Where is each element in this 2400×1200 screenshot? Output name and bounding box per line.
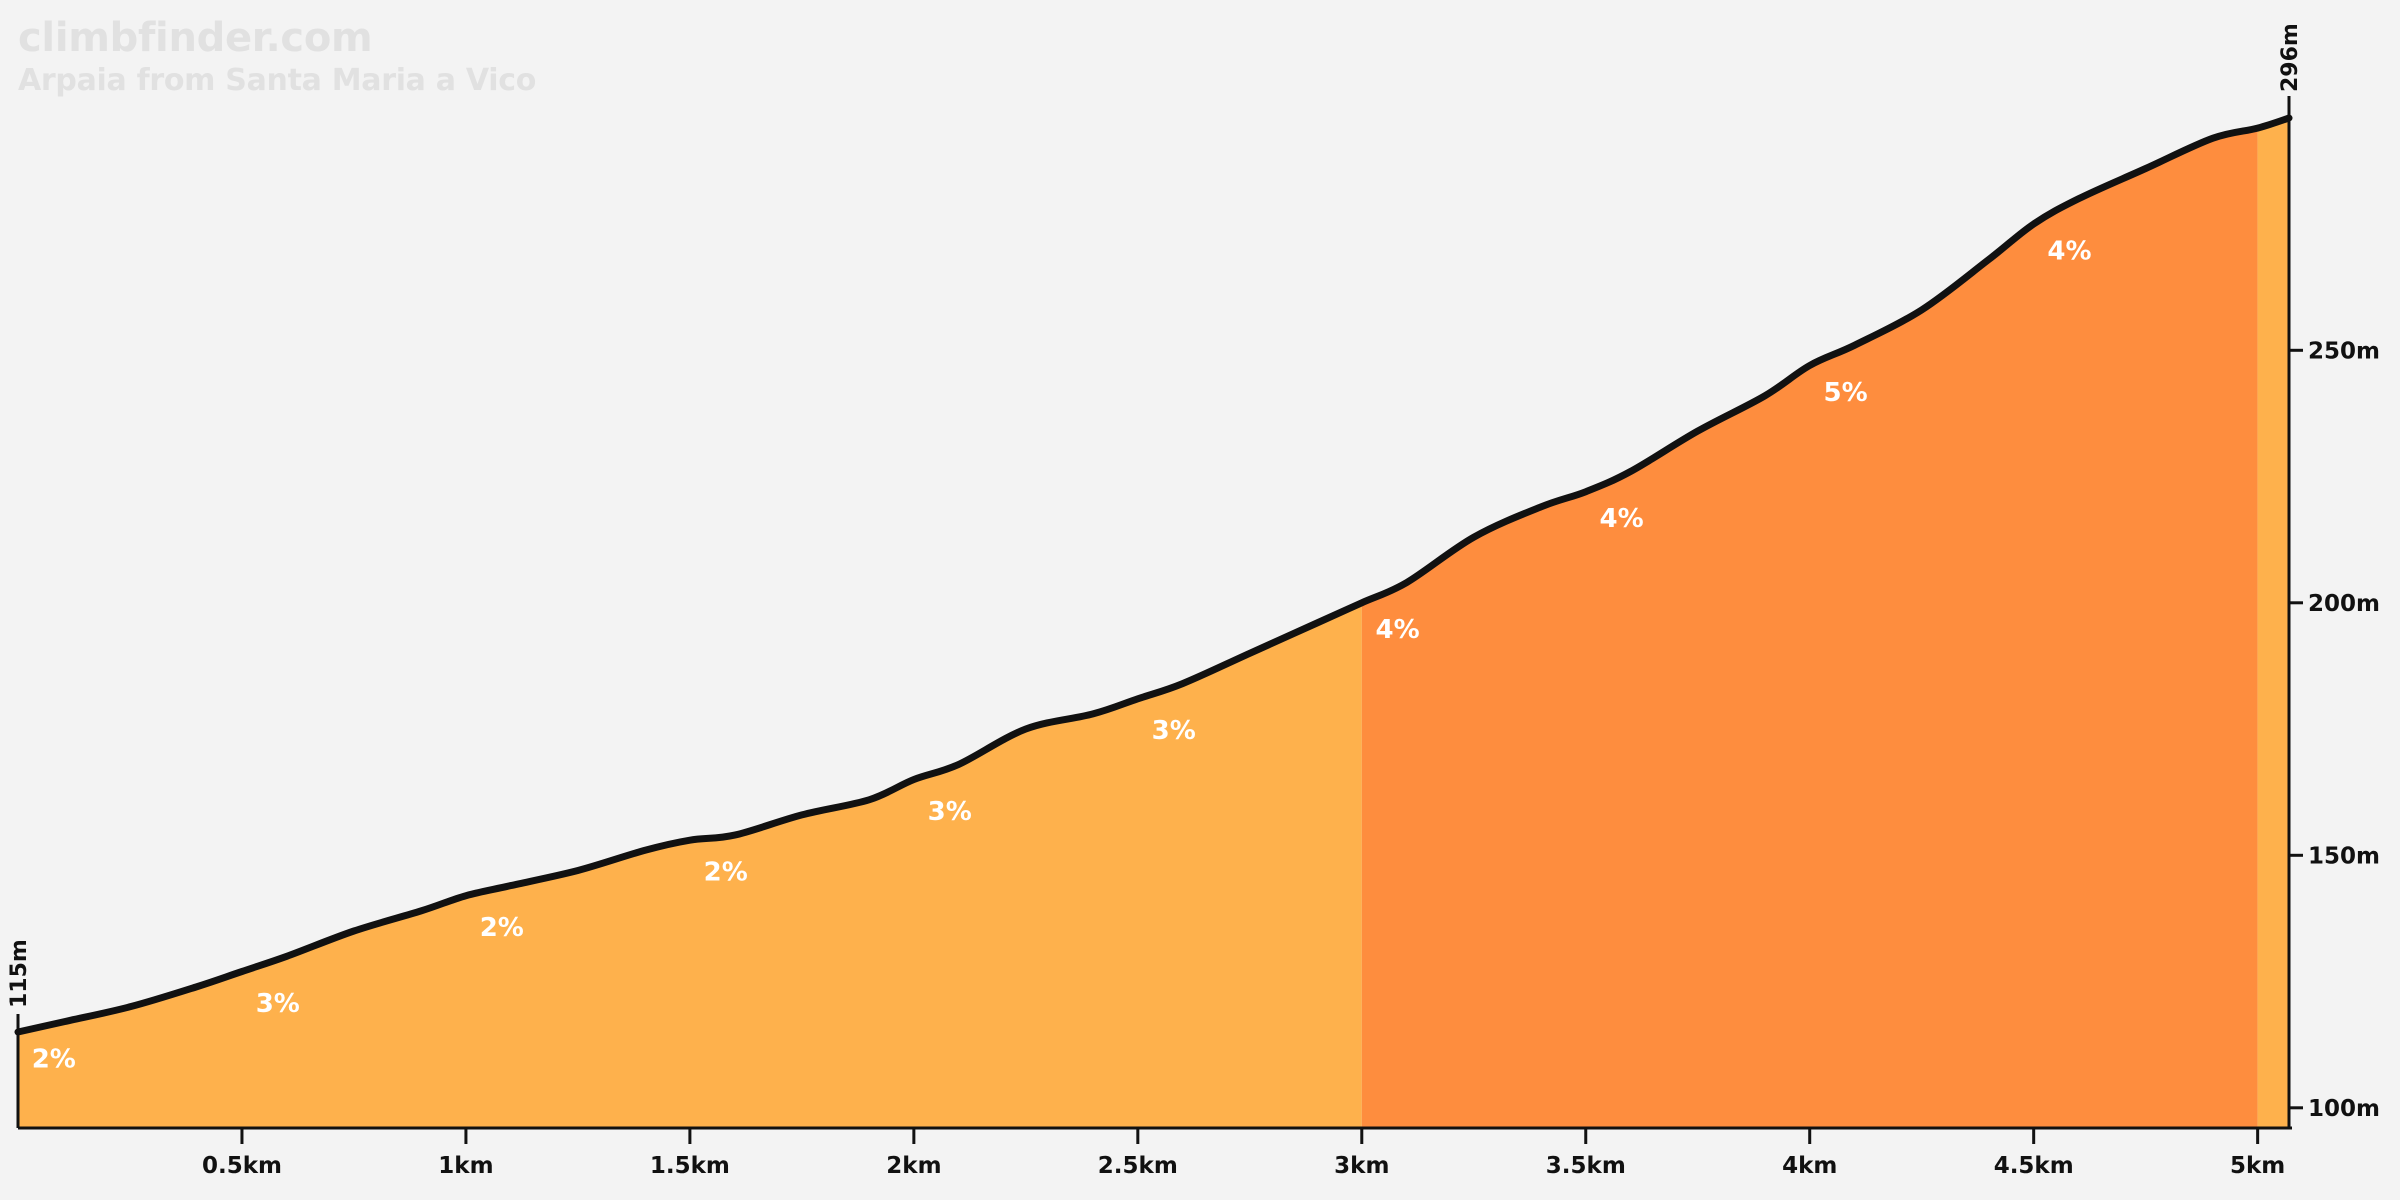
x-tick-label: 3km bbox=[1334, 1153, 1389, 1179]
site-name: climbfinder.com bbox=[18, 15, 373, 61]
start-elevation-label: 115m bbox=[7, 939, 32, 1008]
y-tick-label: 200m bbox=[2308, 591, 2380, 617]
x-tick-label: 1.5km bbox=[650, 1153, 730, 1179]
x-tick-label: 4.5km bbox=[1994, 1153, 2074, 1179]
climb-name: Arpaia from Santa Maria a Vico bbox=[18, 63, 537, 98]
gradient-fill-group bbox=[18, 118, 2289, 1129]
x-tick-label: 3.5km bbox=[1546, 1153, 1626, 1179]
grade-label-10: 4% bbox=[2047, 236, 2091, 266]
grade-label-6: 3% bbox=[1152, 716, 1196, 746]
grade-label-3: 2% bbox=[480, 913, 524, 943]
x-tick-label: 2km bbox=[886, 1153, 941, 1179]
profile-line-group bbox=[14, 114, 2293, 1036]
brand-watermark: climbfinder.com Arpaia from Santa Maria … bbox=[18, 18, 536, 96]
x-tick-label: 2.5km bbox=[1098, 1153, 1178, 1179]
gradient-segment-3 bbox=[2257, 118, 2289, 1128]
y-tick-label: 150m bbox=[2308, 843, 2380, 869]
gradient-segment-2 bbox=[1361, 128, 2258, 1129]
x-tick-label: 4km bbox=[1782, 1153, 1837, 1179]
grade-label-group: 2% 3% 2% 2% 3% 3% 4% 4% 5% 4% bbox=[32, 236, 2092, 1074]
grade-label-2: 3% bbox=[256, 989, 300, 1019]
grade-label-7: 4% bbox=[1376, 615, 1420, 645]
x-tick-label: 5km bbox=[2230, 1153, 2285, 1179]
grade-label-8: 4% bbox=[1600, 504, 1644, 534]
gradient-segment-1 bbox=[18, 602, 1362, 1128]
grade-label-4: 2% bbox=[704, 858, 748, 888]
axis-group: 0.5km 1km 1.5km 2km 2.5km 3km 3.5km 4km 4.5km 5km… bbox=[7, 23, 2380, 1179]
x-tick-label: 0.5km bbox=[202, 1153, 282, 1179]
grade-label-5: 3% bbox=[928, 797, 972, 827]
grade-label-1: 2% bbox=[32, 1044, 76, 1074]
end-elevation-label: 296m bbox=[2278, 23, 2303, 92]
y-tick-label: 100m bbox=[2308, 1096, 2380, 1122]
x-tick-label: 1km bbox=[438, 1153, 493, 1179]
elevation-profile-line bbox=[14, 114, 2293, 1036]
grade-label-9: 5% bbox=[1824, 378, 1868, 408]
y-tick-label: 250m bbox=[2308, 338, 2380, 364]
